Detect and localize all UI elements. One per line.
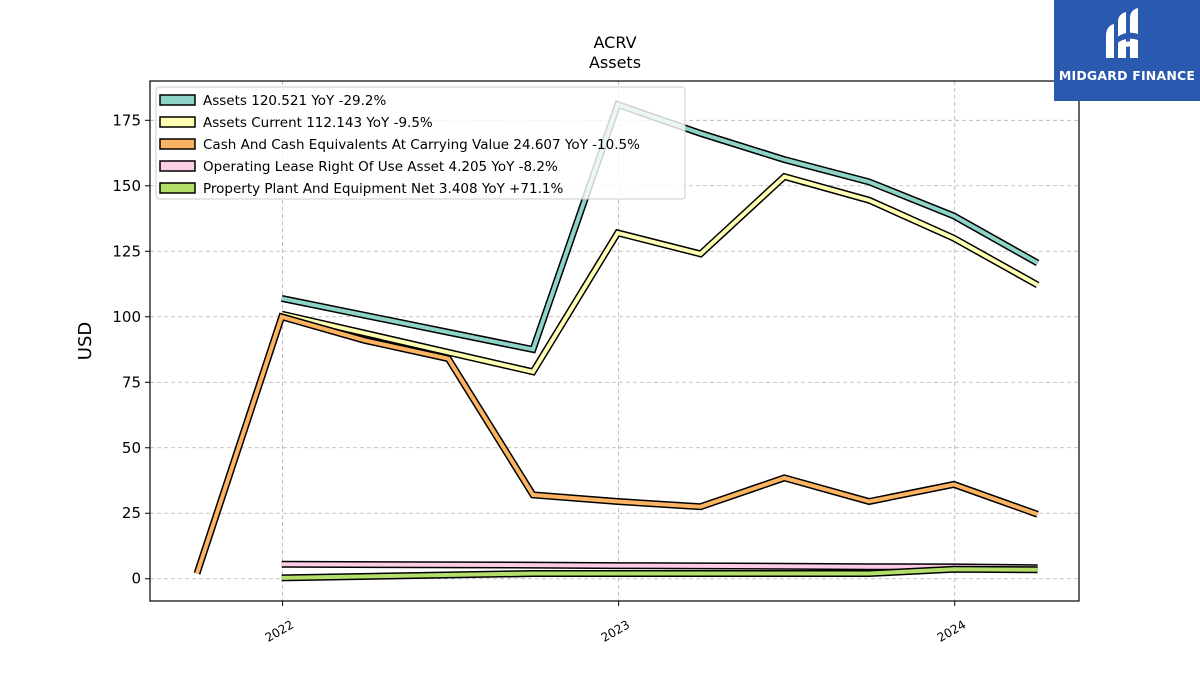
series-line <box>281 174 1039 375</box>
legend-entry: Property Plant And Equipment Net 3.408 Y… <box>203 181 563 197</box>
y-tick-label: 75 <box>122 373 141 391</box>
legend-box <box>155 86 686 200</box>
legend-swatch <box>159 94 196 106</box>
logo-mark-icon <box>1106 8 1138 58</box>
chart-title: ACRV <box>593 33 636 52</box>
legend-entry: Assets 120.521 YoY -29.2% <box>203 93 387 109</box>
series-line <box>281 567 1038 580</box>
plot-frame <box>149 80 1080 602</box>
legend-entry: Cash And Cash Equivalents At Carrying Va… <box>203 137 640 153</box>
y-tick-label: 100 <box>112 308 141 326</box>
legend-entry: Operating Lease Right Of Use Asset 4.205… <box>203 159 558 175</box>
y-tick-label: 125 <box>112 242 141 260</box>
y-tick-label: 175 <box>112 111 141 129</box>
legend-swatch <box>159 160 196 172</box>
series-line <box>195 314 1039 575</box>
y-tick-label: 150 <box>112 177 141 195</box>
legend-swatch <box>159 138 196 150</box>
x-tick-label: 2022 <box>263 617 296 644</box>
legend: Assets 120.521 YoY -29.2% Assets Current … <box>155 86 686 200</box>
series-outline <box>193 312 1039 575</box>
series-line <box>281 102 1039 352</box>
y-tick-label: 50 <box>122 439 141 457</box>
logo-text: MIDGARD FINANCE <box>1058 68 1196 83</box>
y-tick-label: 0 <box>131 570 141 588</box>
x-tick-label: 2023 <box>599 617 632 644</box>
midgard-finance-logo: MIDGARD FINANCE <box>1054 0 1200 101</box>
y-tick-label: 25 <box>122 504 141 522</box>
chart-subtitle: Assets <box>589 53 641 72</box>
series-lines <box>193 100 1040 582</box>
x-tick-label: 2024 <box>935 617 968 644</box>
legend-swatch <box>159 116 196 128</box>
legend-swatch <box>159 182 196 194</box>
legend-entry: Assets Current 112.143 YoY -9.5% <box>203 115 433 131</box>
y-axis-label: USD <box>75 322 96 360</box>
